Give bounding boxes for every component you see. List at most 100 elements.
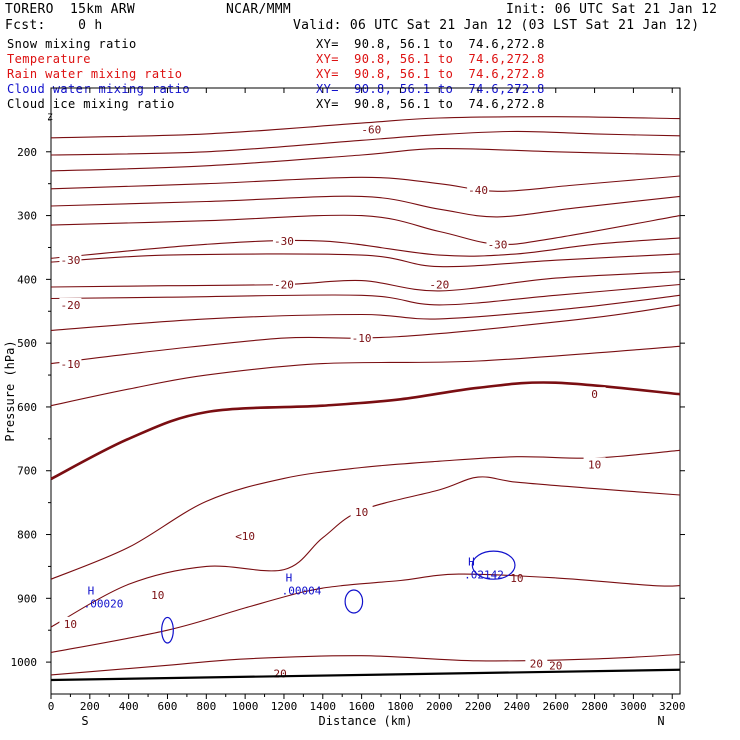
forecast-hour: Fcst: 0 h xyxy=(5,18,103,33)
temperature-contour xyxy=(50,573,681,654)
contour-label-bg xyxy=(59,357,82,370)
x-tick-label: 200 xyxy=(80,700,100,713)
contour-label-bg xyxy=(360,122,383,135)
contour-label-bg xyxy=(583,387,606,400)
temperature-contour xyxy=(50,653,681,676)
x-tick-label: 2200 xyxy=(465,700,492,713)
temperature-contour-label: -40 xyxy=(468,184,488,197)
temperature-label: 10 xyxy=(510,572,523,585)
y-tick-label: 1000 xyxy=(11,656,38,669)
temperature-contour xyxy=(50,195,681,218)
y-tick-label: 900 xyxy=(17,592,37,605)
x-tick-label: 3200 xyxy=(659,700,686,713)
north-label: N xyxy=(657,714,664,728)
cloud-water-contour xyxy=(471,550,516,580)
temperature-contour xyxy=(50,345,681,407)
field-cloudice-name: Cloud ice mixing ratio xyxy=(7,97,175,111)
temperature-contour xyxy=(50,130,681,156)
field-snow-name: Snow mixing ratio xyxy=(7,37,137,51)
x-tick-label: 1200 xyxy=(271,700,298,713)
x-tick-label: 1800 xyxy=(387,700,414,713)
y-tick-label: 200 xyxy=(17,146,37,159)
y-tick-label: 700 xyxy=(17,465,37,478)
contour-label-bg xyxy=(272,234,295,247)
y-tick-label: 300 xyxy=(17,210,37,223)
surface-line xyxy=(50,668,681,682)
temperature-contour xyxy=(50,214,681,246)
y-tick-label: 600 xyxy=(17,401,37,414)
temperature-contour xyxy=(50,237,681,259)
x-tick-label: 2000 xyxy=(426,700,453,713)
top-corner-label: Z xyxy=(47,113,53,123)
field-temperature-xy: XY= 90.8, 56.1 to 74.6,272.8 xyxy=(316,52,545,66)
model-title: TORERO 15km ARW xyxy=(5,2,136,17)
x-tick-label: 0 xyxy=(48,700,55,713)
south-label: S xyxy=(81,714,88,728)
field-rain-name: Rain water mixing ratio xyxy=(7,67,183,81)
temperature-contour xyxy=(50,449,681,580)
x-tick-label: 400 xyxy=(119,700,139,713)
contour-label-bg xyxy=(272,277,295,290)
temperature-contour xyxy=(50,175,681,192)
contour-label-bg xyxy=(59,297,82,310)
cloud-water-contour xyxy=(161,616,174,644)
field-cloudice-xy: XY= 90.8, 56.1 to 74.6,272.8 xyxy=(316,97,545,111)
temperature-contour-label: 10 xyxy=(64,618,77,631)
field-cloudwater-name: Cloud water mixing ratio xyxy=(7,82,190,96)
cloud-water-max-value: .02142 xyxy=(464,569,504,582)
x-tick-label: 1000 xyxy=(232,700,259,713)
x-tick-label: 800 xyxy=(196,700,216,713)
x-axis-label: Distance (km) xyxy=(319,714,413,728)
contour-label-bg xyxy=(467,183,490,196)
temperature-contour xyxy=(50,147,681,172)
cloud-water-max-value: .00004 xyxy=(282,585,322,598)
init-time: Init: 06 UTC Sat 21 Jan 12 xyxy=(506,2,718,17)
contour-label-bg xyxy=(428,277,451,290)
temperature-contour xyxy=(50,116,681,139)
temperature-label: 20 xyxy=(273,668,286,681)
temperature-contour xyxy=(50,271,681,292)
cloud-water-max-mark: H xyxy=(468,556,475,569)
valid-time: Valid: 06 UTC Sat 21 Jan 12 (03 LST Sat … xyxy=(293,18,700,33)
temperature-contour-label: -20 xyxy=(60,299,80,312)
temperature-contour xyxy=(50,253,681,268)
temperature-contour-label: 10 xyxy=(588,458,601,471)
cloud-water-contour xyxy=(344,589,364,614)
field-snow-xy: XY= 90.8, 56.1 to 74.6,272.8 xyxy=(316,37,545,51)
contour-label-bg xyxy=(350,505,373,518)
temperature-contour xyxy=(50,294,681,331)
contour-label-bg xyxy=(525,656,548,669)
x-tick-label: 3000 xyxy=(620,700,647,713)
temperature-contour-label: -20 xyxy=(429,278,449,291)
temperature-label: 20 xyxy=(549,659,562,672)
temperature-contour xyxy=(50,381,681,481)
x-tick-label: 2400 xyxy=(504,700,531,713)
temperature-contour-label: 20 xyxy=(530,657,543,670)
temperature-contour-label: -60 xyxy=(361,123,381,136)
contour-label-bg xyxy=(486,237,509,250)
temperature-contour-label: 10 xyxy=(355,506,368,519)
temperature-label: 10 xyxy=(151,589,164,602)
center-label: NCAR/MMM xyxy=(226,2,292,17)
x-tick-label: 600 xyxy=(158,700,178,713)
contour-label-bg xyxy=(583,457,606,470)
x-tick-label: 1600 xyxy=(348,700,375,713)
temperature-contour-label: -10 xyxy=(60,358,80,371)
contour-label-bg xyxy=(59,253,82,266)
temperature-contour xyxy=(50,476,681,628)
y-tick-label: 500 xyxy=(17,337,37,350)
temperature-contour xyxy=(50,283,681,306)
temperature-contour-label: -30 xyxy=(60,254,80,267)
x-tick-label: 2600 xyxy=(543,700,570,713)
temperature-contour-label: -30 xyxy=(488,238,508,251)
field-cloudwater-xy: XY= 90.8, 56.1 to 74.6,272.8 xyxy=(316,82,545,96)
field-temperature-name: Temperature xyxy=(7,52,91,66)
cloud-water-max-mark: H xyxy=(286,572,293,585)
y-tick-label: 400 xyxy=(17,273,37,286)
temperature-contour-label: -30 xyxy=(274,235,294,248)
x-tick-label: 2800 xyxy=(581,700,608,713)
temperature-contour-label: -20 xyxy=(274,278,294,291)
contour-label-bg xyxy=(350,331,373,344)
y-tick-label: 800 xyxy=(17,529,37,542)
